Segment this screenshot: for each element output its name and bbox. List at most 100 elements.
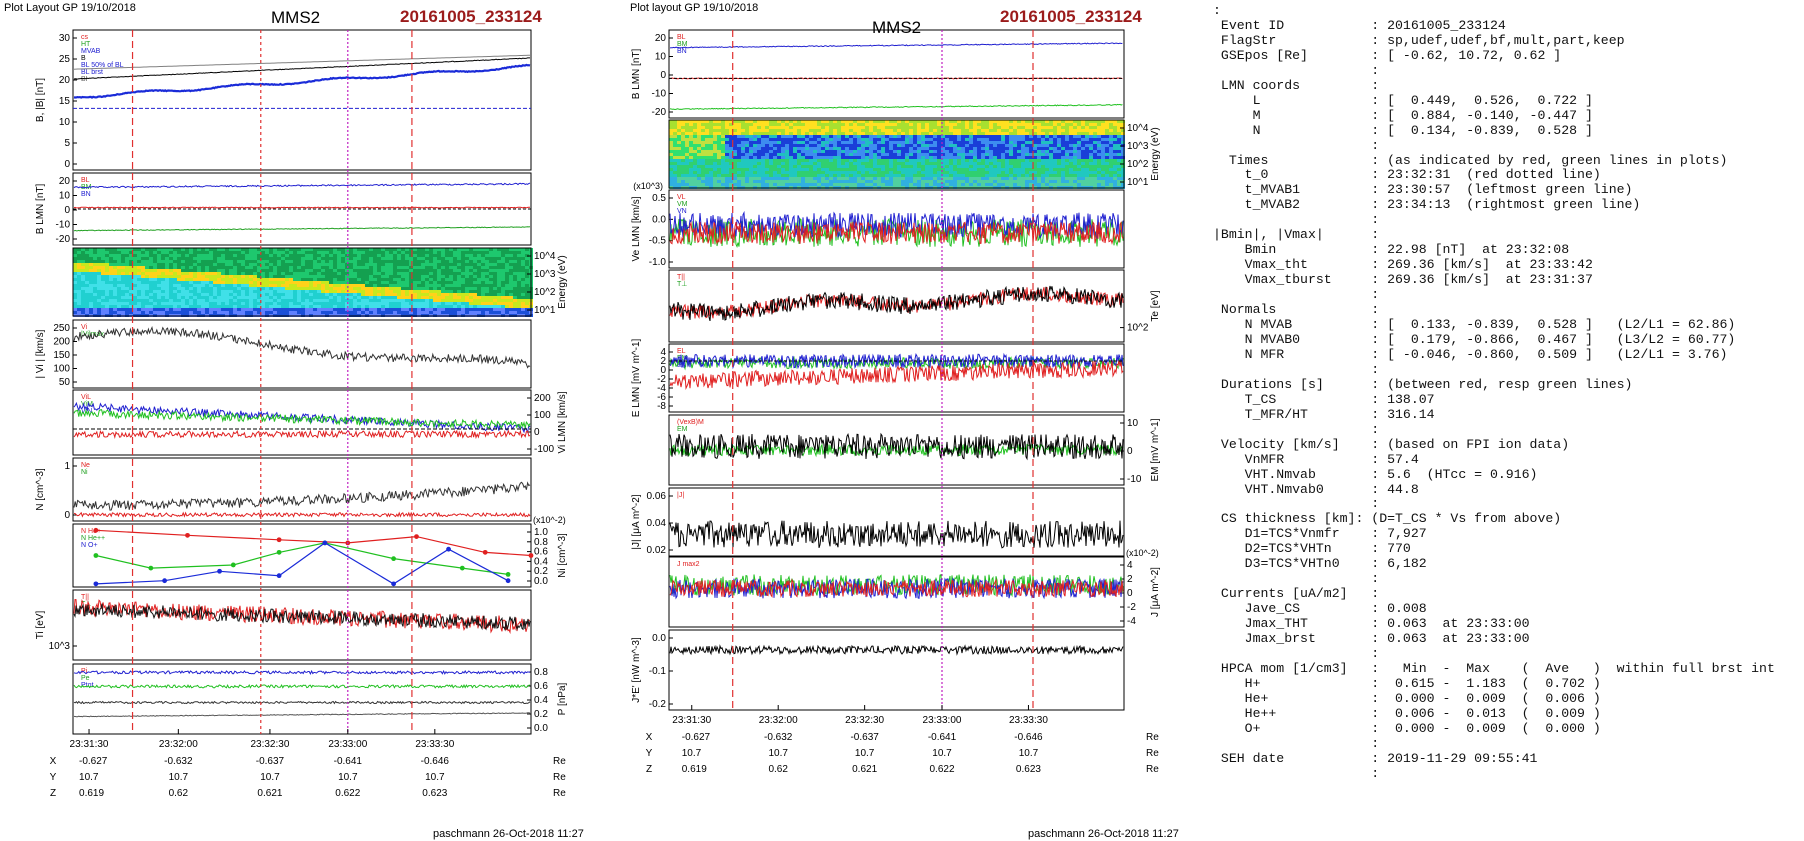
- y-axis-label: N [cm^-3]: [35, 468, 46, 511]
- position-value: -0.627: [79, 756, 108, 767]
- info-line: L : [ 0.449, 0.526, 0.722 ]: [1213, 92, 1593, 108]
- panel-7: 1.00.80.60.40.20.0 Ni [cm^-3] (x10^-2) N He…: [72, 515, 568, 588]
- y-axis-label: J*E' [nW m^-3]: [631, 637, 642, 703]
- legend-entry: EL: [677, 348, 686, 355]
- info-line: Vmax_tburst : 269.36 [km/s] at 23:31:37: [1213, 272, 1593, 288]
- series-line: [669, 220, 1124, 245]
- series-line: [73, 54, 531, 70]
- y-tick-label: 1.0: [534, 527, 548, 538]
- x-tick-label: 23:33:00: [328, 739, 367, 750]
- y-axis-label: Ti [eV]: [35, 611, 46, 640]
- panel-frame: [72, 29, 532, 171]
- y-tick-label: 10: [59, 117, 71, 128]
- left-footer: paschmann 26-Oct-2018 11:27: [433, 828, 584, 840]
- left-event-title: 20161005_233124: [400, 7, 542, 26]
- y-tick-label: 0: [1127, 588, 1133, 599]
- legend-entry: N He+: [81, 528, 101, 535]
- info-line: :: [1213, 137, 1380, 153]
- y-tick-label: 5: [64, 138, 70, 149]
- y-tick-label: 200: [53, 337, 70, 348]
- series-line: [669, 352, 1124, 370]
- info-line: :: [1213, 3, 1221, 18]
- info-line: T_MFR/HT : 316.14: [1213, 406, 1435, 422]
- info-line: SEH date : 2019-11-29 09:55:41: [1213, 750, 1538, 766]
- series-line: [73, 712, 531, 718]
- info-line: t_MVAB2 : 23:34:13 (rightmost green line…: [1213, 197, 1641, 213]
- y-axis-label: | Vi | [km/s]: [35, 329, 46, 378]
- y-tick-label: 0.6: [534, 547, 548, 558]
- legend-entry: Pi: [81, 668, 88, 675]
- series-line: [73, 511, 531, 518]
- info-line: N MVAB0 : [ 0.179, -0.866, 0.467 ] (L3/L…: [1213, 331, 1736, 347]
- position-value: 0.621: [852, 764, 877, 775]
- y-tick-label: -20: [56, 234, 71, 245]
- y-tick-label: -2: [1127, 602, 1136, 613]
- position-value: -0.632: [764, 732, 793, 743]
- series-line: [669, 432, 1124, 461]
- axis-exponent: (x10^3): [633, 181, 663, 191]
- position-value: -0.641: [334, 756, 363, 767]
- legend-entry: BI: [81, 76, 88, 83]
- position-value: 0.623: [1016, 764, 1041, 775]
- position-unit: Re: [553, 772, 566, 783]
- y-tick-label: 1: [64, 461, 70, 472]
- y-tick-label: 50: [59, 377, 71, 388]
- y-tick-label: 0.8: [534, 537, 548, 548]
- position-value: 10.7: [932, 748, 952, 759]
- info-line: VHT.Nmvab : 5.6 (HTcc = 0.916): [1213, 466, 1538, 482]
- legend-entry: VM: [677, 201, 688, 208]
- info-line: FlagStr : sp,udef,udef,bf,mult,part,keep: [1213, 32, 1625, 48]
- y-tick-label: 0: [64, 205, 70, 216]
- y-tick-label: 10: [655, 52, 667, 63]
- y-tick-label: 0.4: [534, 695, 548, 706]
- series-line: [73, 481, 531, 511]
- y-tick-label: 0.0: [652, 633, 666, 644]
- y-tick-label: 10^3: [534, 269, 556, 280]
- panel-7: 0.06 0.04 0.02 |J| [μA m^-2] |J|: [631, 487, 1125, 557]
- y-tick-label: 0.2: [534, 709, 548, 720]
- series-line: [73, 429, 531, 440]
- panel-6: 10 0 -10 EM [mV m^-1] (VexB)MEM: [668, 414, 1161, 486]
- legend-entry: J max2: [677, 561, 700, 568]
- legend-entry: B: [81, 55, 86, 62]
- y-tick-label: 30: [59, 33, 71, 44]
- middle-spacecraft-title: MMS2: [872, 18, 922, 37]
- panel-frame: [72, 589, 532, 661]
- y-tick-label: -1.0: [649, 257, 667, 268]
- panel-frame: [72, 457, 532, 522]
- y-tick-label: 0.5: [652, 193, 666, 204]
- panel-frame: [668, 189, 1125, 269]
- legend-entry: (VexB)M: [677, 419, 704, 426]
- position-value: 10.7: [260, 772, 280, 783]
- y-tick-label: -4: [1127, 616, 1136, 627]
- y-axis-label: B LMN [nT]: [35, 184, 46, 235]
- panel-frame: [668, 556, 1125, 628]
- series-line: [95, 542, 509, 585]
- legend-entry: Pe: [81, 675, 90, 682]
- info-line: D2=TCS*VHTn : 770: [1213, 541, 1411, 557]
- y-axis-label: EM [mV m^-1]: [1150, 418, 1161, 481]
- info-line: :: [1213, 212, 1380, 228]
- legend-entry: MVAB: [81, 48, 101, 55]
- y-axis-label: Te [eV]: [1150, 290, 1161, 321]
- y-tick-label: 0.0: [534, 576, 548, 587]
- info-line: :: [1213, 287, 1380, 303]
- panel-frame: [72, 523, 532, 588]
- info-line: CS thickness [km]: (D=T_CS * Vs from abo…: [1213, 511, 1562, 527]
- y-tick-label: 20: [59, 176, 71, 187]
- position-value: 10.7: [1019, 748, 1039, 759]
- legend-entry: BN: [81, 191, 91, 198]
- middle-layout-label: Plot layout GP 19/10/2018: [630, 2, 759, 14]
- y-tick-label: 10: [1127, 418, 1139, 429]
- y-tick-label: 10^2: [534, 287, 556, 298]
- y-tick-label: 2: [660, 356, 666, 367]
- y-tick-label: 10^2: [1127, 323, 1149, 334]
- series-line: [73, 401, 531, 434]
- y-tick-label: 10^4: [1127, 123, 1149, 134]
- info-line: HPCA mom [1/cm3] : Min - Max ( Ave ) wit…: [1213, 660, 1775, 676]
